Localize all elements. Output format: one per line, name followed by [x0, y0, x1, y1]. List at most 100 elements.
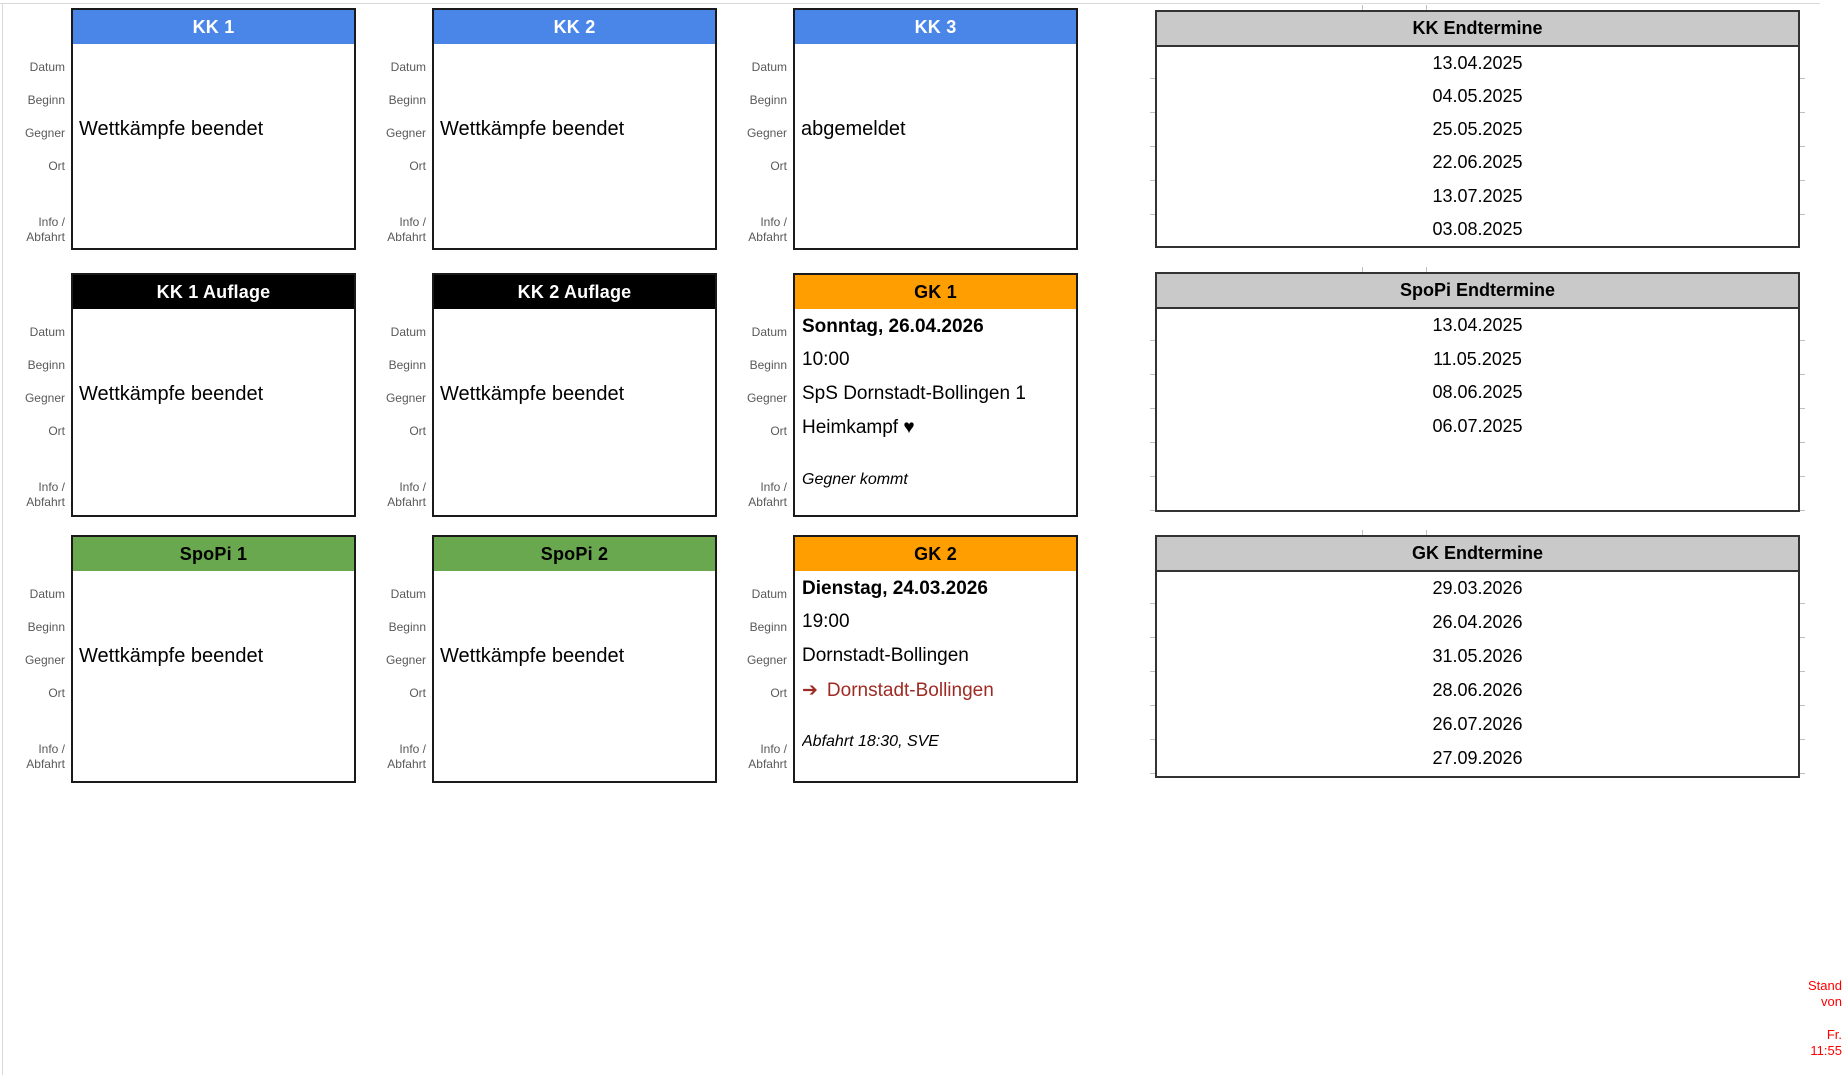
card-header: KK 3 — [795, 10, 1076, 44]
card-row-labels: Datum Beginn Gegner Ort Info / Abfahrt — [368, 535, 426, 779]
row-label-ort: Ort — [48, 686, 65, 700]
card-title: KK 3 — [914, 16, 957, 37]
row-label-info: Info / — [760, 480, 787, 494]
termine-date-row: 26.07.2026 — [1432, 714, 1523, 735]
termine-table-spopi: SpoPi Endtermine 13.04.2025 11.05.2025 0… — [1150, 267, 1805, 512]
grid-tick — [1362, 5, 1364, 10]
card-status-text: Wettkämpfe beendet — [440, 383, 625, 405]
card-header: KK 1 — [73, 10, 354, 44]
termine-date-row: 13.04.2025 — [1432, 315, 1523, 336]
grid-line-left — [2, 3, 3, 1075]
card-body: Wettkämpfe beendet — [434, 571, 715, 781]
card-spopi1: Datum Beginn Gegner Ort Info / Abfahrt S… — [25, 535, 356, 783]
row-label-beginn: Beginn — [27, 93, 65, 107]
card-spopi2: Datum Beginn Gegner Ort Info / Abfahrt S… — [386, 535, 717, 783]
row-label-info-abfahrt: Info / Abfahrt — [368, 480, 426, 510]
row-label-info-abfahrt: Info / Abfahrt — [7, 480, 65, 510]
match-info: Gegner kommt — [802, 471, 908, 488]
termine-body: 29.03.2026 26.04.2026 31.05.2026 28.06.2… — [1157, 572, 1798, 776]
termine-title: KK Endtermine — [1412, 18, 1543, 38]
grid-ticks-right — [1800, 570, 1805, 778]
row-label-info-abfahrt: Info / Abfahrt — [729, 742, 787, 772]
card-kk2: Datum Beginn Gegner Ort Info / Abfahrt K… — [386, 8, 717, 250]
row-label-info-abfahrt: Info / Abfahrt — [7, 742, 65, 772]
card-status-text: Wettkämpfe beendet — [440, 118, 625, 140]
card-body: Dienstag, 24.03.2026 19:00 Dornstadt-Bol… — [795, 571, 1076, 781]
match-location: Heimkampf ♥ — [802, 417, 915, 438]
row-label-ort: Ort — [48, 424, 65, 438]
termine-date-row: 04.05.2025 — [1432, 86, 1523, 107]
row-label-gegner: Gegner — [746, 126, 787, 140]
card-body: Wettkämpfe beendet — [434, 309, 715, 515]
card-kk2-auflage: Datum Beginn Gegner Ort Info / Abfahrt K… — [386, 273, 717, 517]
row-label-info: Info / — [38, 480, 65, 494]
termine-header: KK Endtermine — [1157, 12, 1798, 47]
row-label-beginn: Beginn — [749, 358, 787, 372]
termine-body: 13.04.2025 04.05.2025 25.05.2025 22.06.2… — [1157, 47, 1798, 246]
card-row-labels: Datum Beginn Gegner Ort Info / Abfahrt — [7, 535, 65, 779]
card-title: GK 1 — [914, 281, 957, 302]
row-label-ort: Ort — [770, 159, 787, 173]
row-label-gegner: Gegner — [385, 126, 426, 140]
row-label-beginn: Beginn — [27, 358, 65, 372]
termine-date-row: 27.09.2026 — [1432, 748, 1523, 769]
row-label-abfahrt: Abfahrt — [387, 230, 426, 244]
row-label-info: Info / — [399, 215, 426, 229]
termine-date-row: 13.04.2025 — [1432, 53, 1523, 74]
status-note-line: von — [1821, 994, 1842, 1009]
termine-date-row: 28.06.2026 — [1432, 680, 1523, 701]
row-label-abfahrt: Abfahrt — [26, 495, 65, 509]
card-title: KK 1 Auflage — [156, 281, 271, 302]
termine-date-row: 29.03.2026 — [1432, 578, 1523, 599]
termine-body: 13.04.2025 11.05.2025 08.06.2025 06.07.2… — [1157, 309, 1798, 510]
card-kk3: Datum Beginn Gegner Ort Info / Abfahrt K… — [747, 8, 1078, 250]
row-label-ort: Ort — [770, 424, 787, 438]
row-label-datum: Datum — [29, 60, 65, 74]
row-label-datum: Datum — [390, 60, 426, 74]
row-label-beginn: Beginn — [388, 358, 426, 372]
row-label-beginn: Beginn — [749, 93, 787, 107]
card-body: Sonntag, 26.04.2026 10:00 SpS Dornstadt-… — [795, 309, 1076, 515]
card-row-labels: Datum Beginn Gegner Ort Info / Abfahrt — [729, 273, 787, 513]
match-opponent: Dornstadt-Bollingen — [802, 645, 969, 666]
row-label-info: Info / — [38, 215, 65, 229]
status-note-line: Fr. — [1826, 1027, 1842, 1042]
grid-tick — [1426, 530, 1428, 535]
termine-date-row: 25.05.2025 — [1432, 119, 1523, 140]
termine-header: GK Endtermine — [1157, 537, 1798, 572]
row-label-ort: Ort — [48, 159, 65, 173]
card-row-labels: Datum Beginn Gegner Ort Info / Abfahrt — [729, 8, 787, 246]
row-label-info-abfahrt: Info / Abfahrt — [7, 215, 65, 245]
termine-table-gk: GK Endtermine 29.03.2026 26.04.2026 31.0… — [1150, 530, 1805, 778]
row-label-info: Info / — [38, 742, 65, 756]
row-label-datum: Datum — [751, 587, 787, 601]
card-header: GK 1 — [795, 275, 1076, 309]
termine-date-row: 08.06.2025 — [1432, 382, 1523, 403]
card-gk2: Datum Beginn Gegner Ort Info / Abfahrt G… — [747, 535, 1078, 783]
row-label-datum: Datum — [29, 587, 65, 601]
card-title: KK 1 — [192, 16, 235, 37]
termine-date-row: 06.07.2025 — [1432, 415, 1523, 436]
card-header: SpoPi 1 — [73, 537, 354, 571]
card-status-text: Wettkämpfe beendet — [79, 645, 264, 667]
row-label-gegner: Gegner — [24, 391, 65, 405]
card-title: KK 2 Auflage — [517, 281, 632, 302]
card-title: SpoPi 1 — [179, 543, 248, 564]
row-label-abfahrt: Abfahrt — [26, 230, 65, 244]
grid-tick — [1362, 530, 1364, 535]
match-time: 10:00 — [802, 349, 850, 370]
row-label-beginn: Beginn — [749, 620, 787, 634]
card-status-text: Wettkämpfe beendet — [79, 383, 264, 405]
match-date: Dienstag, 24.03.2026 — [802, 578, 988, 599]
grid-line-top — [0, 3, 1820, 4]
termine-header: SpoPi Endtermine — [1157, 274, 1798, 309]
termine-title: SpoPi Endtermine — [1399, 280, 1556, 300]
row-label-gegner: Gegner — [24, 126, 65, 140]
row-label-ort: Ort — [409, 159, 426, 173]
termine-date-row: 11.05.2025 — [1433, 348, 1522, 369]
row-label-ort: Ort — [409, 424, 426, 438]
card-header: KK 2 — [434, 10, 715, 44]
match-date: Sonntag, 26.04.2026 — [802, 316, 984, 337]
row-label-abfahrt: Abfahrt — [387, 495, 426, 509]
